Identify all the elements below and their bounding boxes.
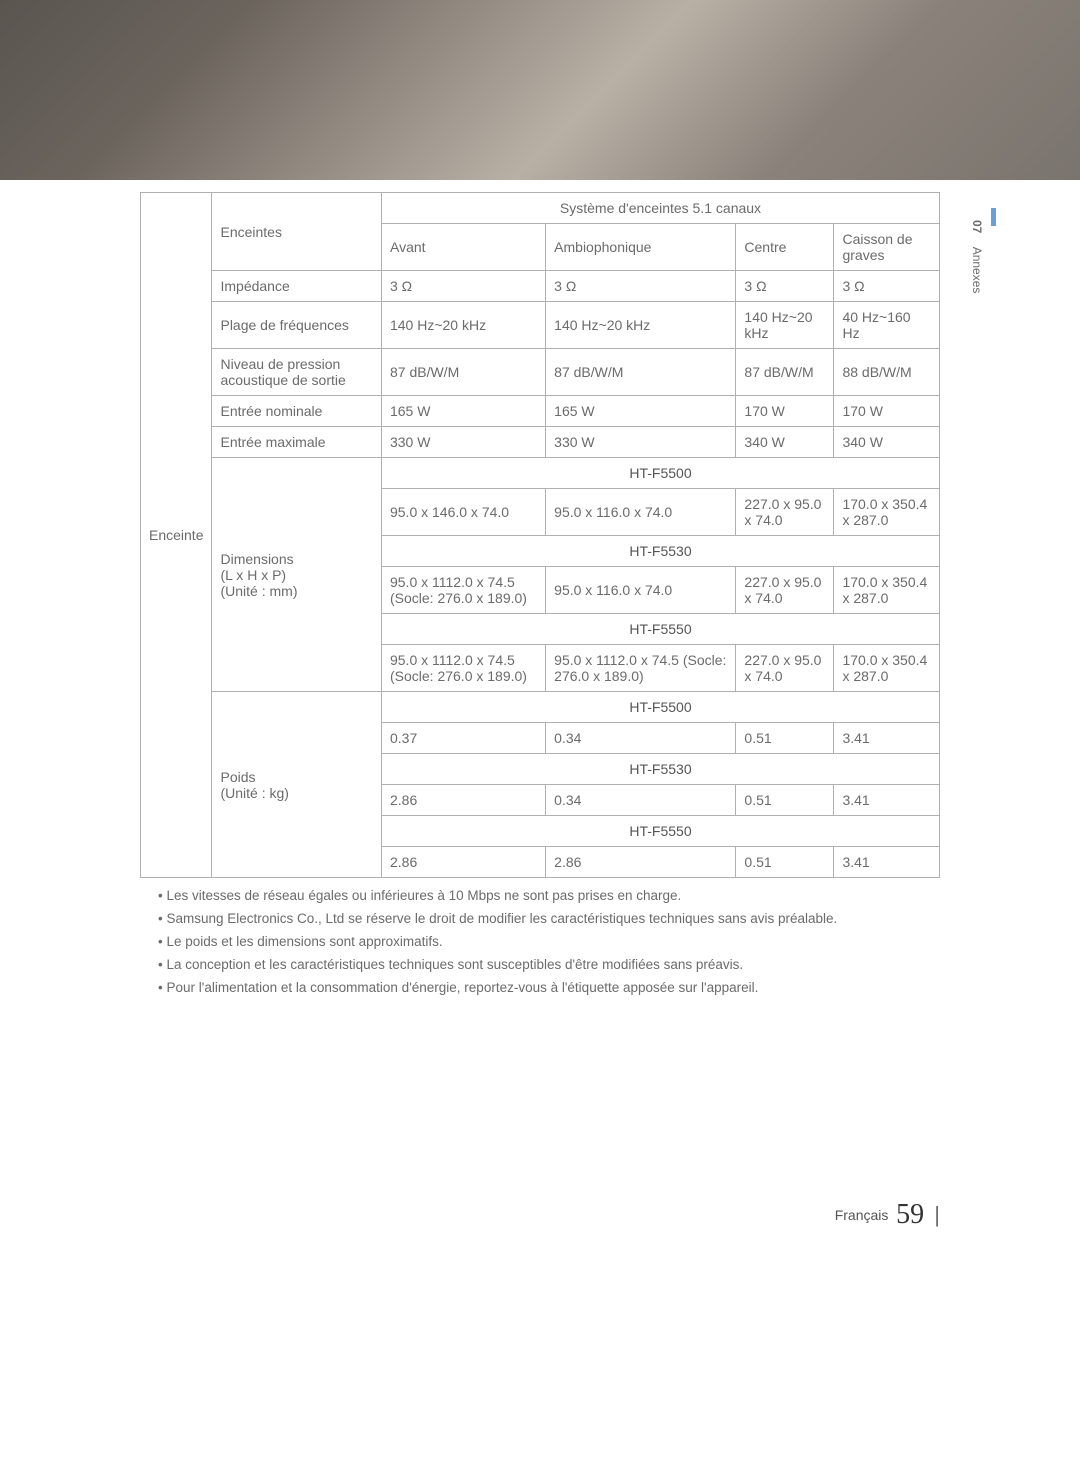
note-item: Le poids et les dimensions sont approxim… bbox=[158, 932, 940, 953]
row-label: Entrée nominale bbox=[212, 396, 382, 427]
cell: 340 W bbox=[736, 427, 834, 458]
row-label: Niveau de pression acoustique de sortie bbox=[212, 349, 382, 396]
footer-bar: | bbox=[928, 1202, 940, 1227]
col-head: Avant bbox=[381, 224, 545, 271]
cell: 170.0 x 350.4 x 287.0 bbox=[834, 567, 940, 614]
dimensions-label: Dimensions (L x H x P) (Unité : mm) bbox=[212, 458, 382, 692]
cell: 3.41 bbox=[834, 847, 940, 878]
side-tab-number: 07 bbox=[970, 220, 984, 233]
cell: 0.51 bbox=[736, 723, 834, 754]
cell: 227.0 x 95.0 x 74.0 bbox=[736, 645, 834, 692]
cell: 95.0 x 146.0 x 74.0 bbox=[381, 489, 545, 536]
cell: 0.34 bbox=[546, 785, 736, 816]
cell: 2.86 bbox=[546, 847, 736, 878]
col-head: Ambiophonique bbox=[546, 224, 736, 271]
cell: 3.41 bbox=[834, 785, 940, 816]
row-label: Entrée maximale bbox=[212, 427, 382, 458]
page-number: 59 bbox=[896, 1199, 924, 1230]
cell: 165 W bbox=[546, 396, 736, 427]
row-label: Impédance bbox=[212, 271, 382, 302]
page-content: 07 Annexes Enceinte Enceintes Système d'… bbox=[0, 180, 1080, 1271]
cell: 170 W bbox=[834, 396, 940, 427]
cell: 0.51 bbox=[736, 847, 834, 878]
model-head: HT-F5530 bbox=[381, 754, 939, 785]
cell: 0.34 bbox=[546, 723, 736, 754]
weight-label: Poids (Unité : kg) bbox=[212, 692, 382, 878]
row-label: Plage de fréquences bbox=[212, 302, 382, 349]
cell: 87 dB/W/M bbox=[381, 349, 545, 396]
cell: 3 Ω bbox=[546, 271, 736, 302]
note-item: Pour l'alimentation et la consommation d… bbox=[158, 978, 940, 999]
cell: 170 W bbox=[736, 396, 834, 427]
model-head: HT-F5550 bbox=[381, 816, 939, 847]
col-head: Centre bbox=[736, 224, 834, 271]
cell: 2.86 bbox=[381, 785, 545, 816]
model-head: HT-F5550 bbox=[381, 614, 939, 645]
model-head: HT-F5500 bbox=[381, 692, 939, 723]
cell: 165 W bbox=[381, 396, 545, 427]
cell: 0.37 bbox=[381, 723, 545, 754]
page-footer: Français 59 | bbox=[140, 1199, 940, 1231]
cell: 140 Hz~20 kHz bbox=[381, 302, 545, 349]
spec-table: Enceinte Enceintes Système d'enceintes 5… bbox=[140, 192, 940, 878]
cell: 140 Hz~20 kHz bbox=[546, 302, 736, 349]
cell: 40 Hz~160 Hz bbox=[834, 302, 940, 349]
cell: 3.41 bbox=[834, 723, 940, 754]
cell: 95.0 x 116.0 x 74.0 bbox=[546, 567, 736, 614]
row-label: Enceintes bbox=[212, 193, 382, 271]
cell: 170.0 x 350.4 x 287.0 bbox=[834, 489, 940, 536]
cell: 87 dB/W/M bbox=[736, 349, 834, 396]
notes-block: Les vitesses de réseau égales ou inférie… bbox=[140, 886, 940, 999]
cell: 3 Ω bbox=[834, 271, 940, 302]
cell: 3 Ω bbox=[381, 271, 545, 302]
cell: 3 Ω bbox=[736, 271, 834, 302]
cell: 87 dB/W/M bbox=[546, 349, 736, 396]
cell: 95.0 x 1112.0 x 74.5 (Socle: 276.0 x 189… bbox=[381, 645, 545, 692]
cell: 0.51 bbox=[736, 785, 834, 816]
section-label: Enceinte bbox=[141, 193, 212, 878]
side-tab-label: Annexes bbox=[970, 247, 984, 294]
cell: 95.0 x 116.0 x 74.0 bbox=[546, 489, 736, 536]
side-tab: 07 Annexes bbox=[970, 220, 984, 293]
cell: 95.0 x 1112.0 x 74.5 (Socle: 276.0 x 189… bbox=[381, 567, 545, 614]
cell: 95.0 x 1112.0 x 74.5 (Socle: 276.0 x 189… bbox=[546, 645, 736, 692]
note-item: La conception et les caractéristiques te… bbox=[158, 955, 940, 976]
cell: 227.0 x 95.0 x 74.0 bbox=[736, 567, 834, 614]
cell: 170.0 x 350.4 x 287.0 bbox=[834, 645, 940, 692]
cell: 227.0 x 95.0 x 74.0 bbox=[736, 489, 834, 536]
cell: 340 W bbox=[834, 427, 940, 458]
model-head: HT-F5530 bbox=[381, 536, 939, 567]
cell: 140 Hz~20 kHz bbox=[736, 302, 834, 349]
cell: 330 W bbox=[546, 427, 736, 458]
cell: 330 W bbox=[381, 427, 545, 458]
footer-lang: Français bbox=[835, 1207, 889, 1223]
system-head: Système d'enceintes 5.1 canaux bbox=[381, 193, 939, 224]
page-header-gradient bbox=[0, 0, 1080, 180]
cell: 2.86 bbox=[381, 847, 545, 878]
col-head: Caisson de graves bbox=[834, 224, 940, 271]
note-item: Samsung Electronics Co., Ltd se réserve … bbox=[158, 909, 940, 930]
model-head: HT-F5500 bbox=[381, 458, 939, 489]
cell: 88 dB/W/M bbox=[834, 349, 940, 396]
note-item: Les vitesses de réseau égales ou inférie… bbox=[158, 886, 940, 907]
side-accent-bar bbox=[991, 208, 996, 226]
